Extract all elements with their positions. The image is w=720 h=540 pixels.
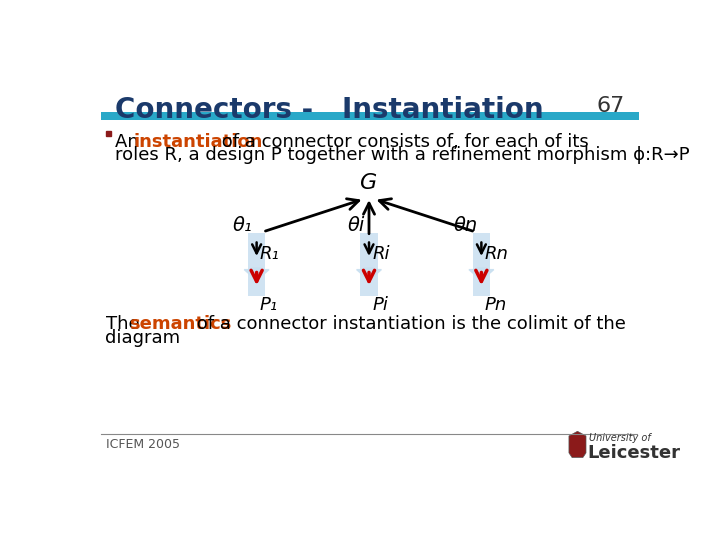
Text: G: G (361, 173, 377, 193)
Text: Pn: Pn (485, 296, 507, 314)
Bar (473, 233, 490, 296)
Text: θi: θi (348, 216, 365, 235)
Text: Leicester: Leicester (588, 444, 680, 462)
FancyBboxPatch shape (101, 112, 639, 120)
Text: θn: θn (454, 216, 477, 235)
FancyArrow shape (469, 268, 494, 280)
Text: The: The (106, 315, 145, 333)
Text: University of: University of (589, 433, 651, 443)
Text: instantiation: instantiation (133, 132, 263, 151)
Text: Ri: Ri (372, 246, 390, 264)
Bar (106, 131, 111, 137)
Text: Pi: Pi (372, 296, 388, 314)
Text: semantics: semantics (129, 315, 231, 333)
Text: P₁: P₁ (260, 296, 278, 314)
FancyArrow shape (244, 268, 269, 280)
Text: diagram: diagram (106, 329, 181, 347)
Text: Rn: Rn (485, 246, 508, 264)
Text: roles R, a design P together with a refinement morphism ϕ:R→P: roles R, a design P together with a refi… (114, 146, 690, 164)
Text: θ₁: θ₁ (233, 216, 253, 235)
Bar (361, 233, 377, 296)
Text: of a connector consists of, for each of its: of a connector consists of, for each of … (216, 132, 589, 151)
FancyArrow shape (356, 268, 382, 280)
Text: ICFEM 2005: ICFEM 2005 (106, 438, 179, 451)
Text: of a connector instantiation is the colimit of the: of a connector instantiation is the coli… (191, 315, 626, 333)
Text: R₁: R₁ (260, 246, 279, 264)
Text: An: An (114, 132, 144, 151)
Text: 67: 67 (596, 96, 625, 116)
Polygon shape (569, 431, 586, 457)
Bar (248, 233, 265, 296)
Text: Connectors -   Instantiation: Connectors - Instantiation (114, 96, 544, 124)
